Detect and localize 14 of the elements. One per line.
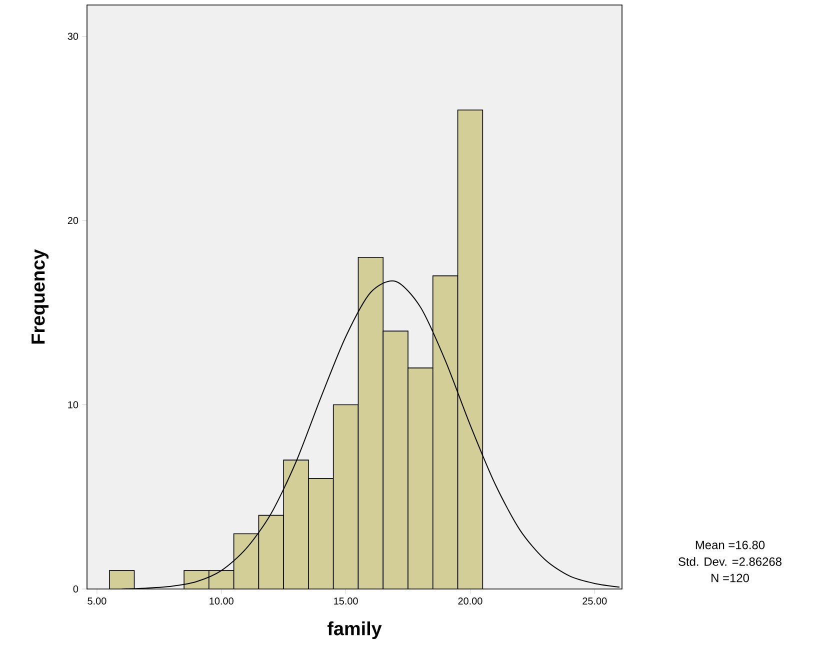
y-tick-label: 0 (73, 585, 78, 593)
x-tick-label: 10.00 (210, 598, 234, 605)
text: Mean =16.80 (696, 540, 765, 550)
y-tick-label: 30 (68, 32, 78, 40)
text: Std. Dev. =2.86268 (678, 557, 782, 566)
y-tick-label: 10 (68, 401, 78, 408)
x-tick-label: 25.00 (582, 598, 607, 605)
x-tick-label: 15.00 (334, 598, 358, 605)
y-axis-title: Frequency (32, 249, 49, 344)
text: N =120 (712, 574, 749, 582)
y-tick-label: 20 (68, 217, 78, 224)
x-axis-title: family (327, 621, 382, 640)
x-tick-label: 5.00 (88, 598, 106, 605)
x-tick-label: 20.00 (458, 598, 482, 605)
